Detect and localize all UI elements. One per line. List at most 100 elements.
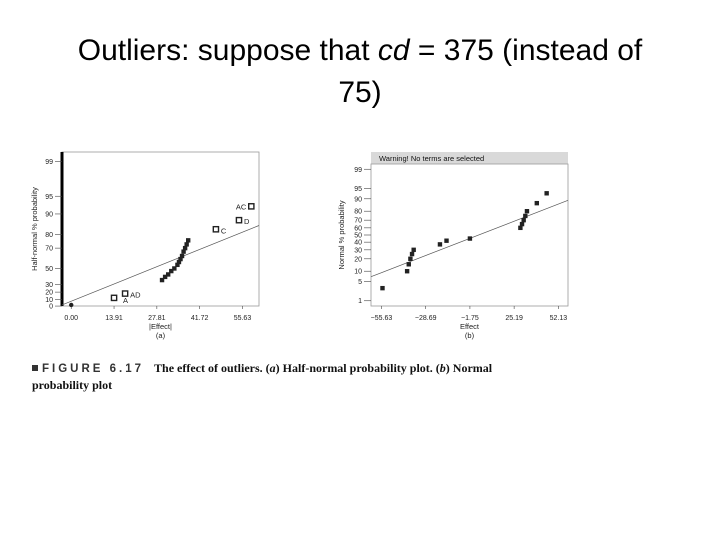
data-point	[179, 253, 185, 259]
data-point	[519, 221, 525, 227]
y-tick-label: 20	[45, 290, 53, 297]
caption-part-1: The effect of outliers. (	[154, 361, 270, 375]
point-label: AC	[236, 202, 247, 211]
plot-frame	[370, 163, 569, 307]
title-suffix: = 375 (instead of	[409, 34, 643, 67]
y-axis-label: Half-normal % probability	[30, 187, 39, 271]
y-tick-label: 60	[354, 225, 362, 232]
caption-part-2: ) Half-normal probability plot. (	[275, 361, 440, 375]
x-tick-label: 55.63	[234, 315, 252, 322]
data-point	[409, 251, 415, 257]
x-tick-label: −28.69	[415, 315, 437, 322]
data-point	[408, 256, 413, 261]
x-tick-label: 41.72	[191, 315, 209, 322]
caption-letter-b: b	[439, 361, 446, 375]
data-point	[524, 209, 530, 214]
data-point	[437, 242, 443, 247]
x-axis-label: Effect	[460, 322, 480, 331]
title-line-2: 75)	[338, 76, 382, 109]
fitted-line	[61, 225, 260, 306]
data-point	[380, 285, 385, 291]
data-point	[518, 225, 523, 231]
data-point	[169, 268, 174, 274]
y-axis-label: Normal % probability	[337, 200, 346, 269]
data-point	[521, 217, 526, 223]
point-label: AD	[130, 291, 141, 300]
data-point	[467, 236, 473, 241]
y-tick-label: 90	[354, 196, 362, 203]
x-tick-label: 52.13	[550, 315, 568, 322]
title-prefix: Outliers: suppose that	[77, 34, 378, 67]
data-point	[404, 269, 410, 274]
data-point	[544, 191, 549, 196]
data-point	[182, 245, 188, 251]
y-tick-label: 30	[354, 247, 362, 254]
y-tick-label: 99	[354, 167, 362, 174]
x-tick-label: −55.63	[371, 315, 393, 322]
y-tick-label: 50	[354, 233, 362, 240]
data-point	[181, 249, 186, 254]
data-point	[162, 274, 168, 280]
labeled-point	[121, 290, 129, 297]
normal-probability-plot: Warning! No terms are selected 1 5 10 20 3040…	[337, 152, 569, 340]
caption-part-3: ) Normal probability plot	[32, 361, 493, 392]
y-tick-label: 5	[358, 279, 362, 286]
y-tick-label: 99	[45, 159, 53, 166]
data-point	[172, 266, 177, 271]
data-point	[159, 277, 165, 283]
labeled-point	[212, 225, 220, 233]
data-point	[444, 238, 449, 243]
data-point	[186, 238, 191, 243]
data-point	[69, 302, 74, 308]
y-tick-label: 90	[45, 211, 53, 218]
caption-letter-a: a	[269, 361, 276, 375]
title-line-1: Outliers: suppose that cd = 375 (instead…	[20, 30, 700, 72]
point-label: D	[244, 217, 250, 226]
y-tick-label: 30	[45, 282, 53, 289]
title-variable: cd	[377, 34, 410, 67]
figure-caption: FIGURE 6.17 The effect of outliers. (a) H…	[32, 360, 552, 393]
y-tick-label: 80	[354, 209, 362, 216]
data-point	[184, 242, 189, 247]
data-point	[176, 259, 182, 265]
data-point	[523, 213, 528, 219]
labeled-point	[235, 216, 243, 224]
x-tick-label: 13.91	[105, 315, 123, 322]
y-tick-label: 70	[354, 218, 362, 225]
caption-bullet-icon	[32, 365, 38, 371]
y-tick-label: 10	[354, 269, 362, 276]
panel-label: (b)	[465, 331, 475, 340]
y-tick-label: 50	[45, 266, 53, 273]
data-point	[175, 262, 180, 268]
caption-text: The effect of outliers. (a) Half-normal …	[32, 361, 492, 392]
y-tick-label: 1	[358, 298, 362, 305]
y-tick-label: 80	[45, 232, 53, 239]
x-tick-label: 25.19	[505, 315, 523, 322]
y-tick-label: 0	[49, 304, 53, 311]
warning-text: Warning! No terms are selected	[379, 154, 484, 163]
labeled-point	[248, 203, 255, 210]
data-point	[178, 256, 183, 262]
warning-banner	[371, 152, 568, 164]
point-label: C	[221, 226, 227, 235]
y-tick-label: 95	[45, 194, 53, 201]
figure-number: FIGURE 6.17	[42, 363, 145, 375]
panel-label: (a)	[156, 331, 166, 340]
slide-title: Outliers: suppose that cd = 375 (instead…	[20, 30, 700, 114]
data-point	[165, 272, 171, 277]
x-tick-label: 27.81	[148, 315, 166, 322]
x-tick-label: −1.75	[461, 315, 479, 322]
y-tick-label: 70	[45, 246, 53, 253]
plot-frame	[61, 151, 260, 307]
y-tick-label: 10	[45, 297, 53, 304]
data-point	[411, 247, 416, 253]
point-label: A	[123, 296, 128, 305]
data-point	[406, 262, 411, 267]
y-tick-label: 95	[354, 186, 362, 193]
y-tick-label: 40	[354, 240, 362, 247]
data-point	[534, 200, 540, 206]
y-tick-label: 20	[354, 256, 362, 263]
labeled-point	[110, 294, 118, 302]
x-tick-label: 0.00	[64, 315, 78, 322]
